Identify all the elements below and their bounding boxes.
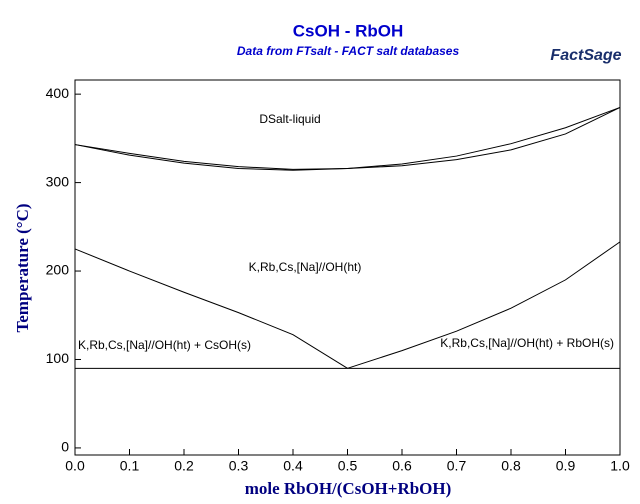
phase-boundary bbox=[74, 106, 621, 171]
x-tick-label: 0.8 bbox=[501, 458, 521, 474]
y-tick-label: 200 bbox=[46, 262, 70, 278]
y-axis-label: Temperature (°C) bbox=[13, 203, 32, 332]
x-tick-label: 0.6 bbox=[392, 458, 412, 474]
logo: FactSage bbox=[550, 47, 621, 64]
region-label: K,Rb,Cs,[Na]//OH(ht) + CsOH(s) bbox=[78, 338, 251, 352]
x-tick-label: 0.2 bbox=[174, 458, 194, 474]
region-label: K,Rb,Cs,[Na]//OH(ht) + RbOH(s) bbox=[440, 336, 614, 350]
y-tick-label: 100 bbox=[46, 350, 70, 366]
x-tick-label: 0.1 bbox=[120, 458, 140, 474]
y-tick-label: 400 bbox=[46, 85, 70, 101]
x-tick-label: 0.4 bbox=[283, 458, 303, 474]
y-tick-label: 300 bbox=[46, 173, 70, 189]
phase-boundary bbox=[74, 106, 621, 170]
phase-boundary bbox=[347, 241, 621, 369]
x-tick-label: 0.5 bbox=[338, 458, 358, 474]
y-tick-label: 0 bbox=[61, 439, 69, 455]
x-tick-label: 0.3 bbox=[229, 458, 249, 474]
chart-subtitle: Data from FTsalt - FACT salt databases bbox=[237, 44, 460, 58]
x-tick-label: 1.0 bbox=[610, 458, 630, 474]
x-tick-label: 0.9 bbox=[556, 458, 576, 474]
x-tick-label: 0.0 bbox=[65, 458, 85, 474]
phase-boundary bbox=[74, 248, 348, 369]
region-label: DSalt-liquid bbox=[259, 112, 320, 126]
x-tick-label: 0.7 bbox=[447, 458, 467, 474]
region-label: K,Rb,Cs,[Na]//OH(ht) bbox=[249, 260, 362, 274]
chart-title: CsOH - RbOH bbox=[293, 21, 404, 40]
x-axis-label: mole RbOH/(CsOH+RbOH) bbox=[245, 479, 452, 498]
